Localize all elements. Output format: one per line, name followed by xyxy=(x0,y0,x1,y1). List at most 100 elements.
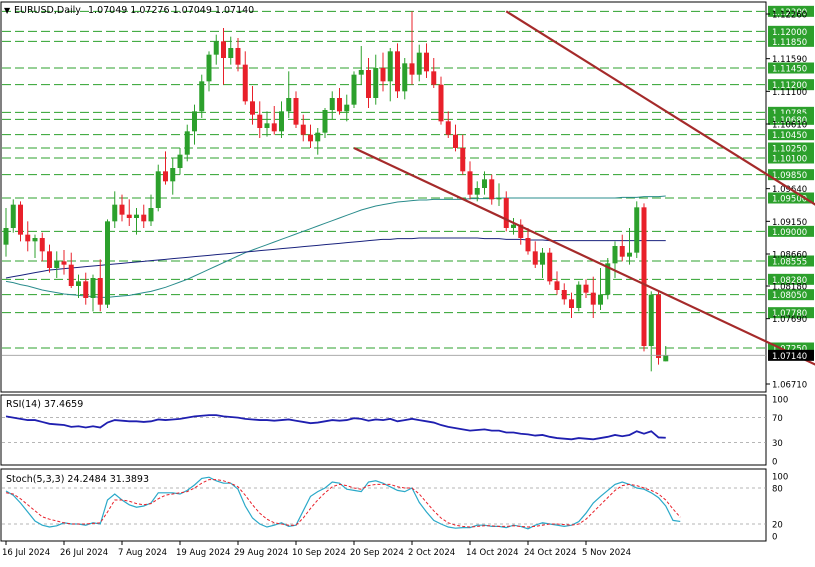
price-label: 1.11450 xyxy=(772,65,807,75)
candle-body xyxy=(569,299,574,308)
bullish-candle xyxy=(663,346,669,362)
bearish-candle xyxy=(489,174,495,205)
bullish-candle xyxy=(10,199,16,233)
candle-body xyxy=(590,292,596,305)
bullish-candle xyxy=(576,281,582,312)
rsi-tick-label: 70 xyxy=(772,414,783,424)
candle-body xyxy=(395,51,400,92)
rsi-panel-frame xyxy=(0,394,767,466)
candle-body xyxy=(438,84,444,122)
bullish-candle xyxy=(199,74,205,118)
bullish-candle xyxy=(358,46,364,85)
price-label-box xyxy=(768,129,814,141)
bearish-candle xyxy=(119,194,125,222)
date-label: 16 Jul 2024 xyxy=(2,548,50,558)
rsi-indicator: 100 70 30 0 xyxy=(2,396,788,468)
candle-body xyxy=(329,98,335,110)
candle-body xyxy=(155,171,161,208)
stoch-tick-label: 0 xyxy=(772,533,777,543)
price-tick-label: 1.06710 xyxy=(772,381,807,391)
bullish-candle xyxy=(105,219,110,308)
bearish-candle xyxy=(366,58,371,108)
bearish-candle xyxy=(518,219,524,245)
bullish-candle xyxy=(605,258,611,300)
candle-body xyxy=(76,281,81,286)
bearish-candle xyxy=(583,279,589,298)
moving-averages xyxy=(5,195,666,298)
price-label: 1.07250 xyxy=(772,345,807,355)
candle-body xyxy=(525,238,531,252)
candle-body xyxy=(97,278,103,305)
candle-body xyxy=(358,70,364,75)
candle-body xyxy=(141,214,147,222)
bearish-candle xyxy=(221,28,226,85)
candle-body xyxy=(112,204,118,222)
rsi-title: RSI(14) 37.4659 xyxy=(6,399,83,410)
price-label: 1.12300 xyxy=(772,8,807,18)
candle-body xyxy=(366,70,371,98)
bullish-candle xyxy=(155,164,161,212)
date-label: 2 Oct 2024 xyxy=(408,548,455,558)
candle-body xyxy=(126,214,132,218)
ma_navy-line xyxy=(5,237,666,279)
bullish-candle xyxy=(598,268,603,310)
price-label-box xyxy=(768,113,814,125)
candle-body xyxy=(663,355,669,362)
price-label: 1.11200 xyxy=(772,81,807,91)
bullish-candle xyxy=(213,34,219,65)
candle-body xyxy=(380,68,386,82)
bearish-candle xyxy=(525,228,531,255)
bearish-candle xyxy=(431,58,437,88)
bearish-candle xyxy=(380,52,386,92)
bearish-candle xyxy=(25,221,31,252)
candle-body xyxy=(482,179,487,188)
bullish-candle xyxy=(612,241,618,278)
price-label: 1.10680 xyxy=(772,116,807,126)
bearish-candle xyxy=(438,76,444,125)
bearish-candle xyxy=(445,111,451,138)
ohlc-readout: 1.07049 1.07276 1.07049 1.07140 xyxy=(88,5,254,16)
candle-body xyxy=(561,290,567,300)
price-label: 1.10100 xyxy=(772,155,807,165)
candle-body xyxy=(242,64,248,102)
bullish-candle xyxy=(373,54,379,105)
bearish-candle xyxy=(641,203,647,352)
bearish-candle xyxy=(141,204,147,228)
bearish-candle xyxy=(271,106,277,135)
price-label: 1.09000 xyxy=(772,228,807,238)
bullish-candle xyxy=(206,51,212,92)
price-tick-label: 1.12260 xyxy=(772,11,807,21)
bearish-candle xyxy=(503,191,509,232)
lower-trendline xyxy=(353,147,815,366)
candle-body xyxy=(90,278,96,298)
candle-body xyxy=(264,123,270,128)
price-label: 1.08050 xyxy=(772,291,807,301)
price-label: 1.10250 xyxy=(772,145,807,155)
bullish-candle xyxy=(264,111,270,137)
candle-body xyxy=(351,74,357,105)
price-label: 1.12000 xyxy=(772,28,807,38)
bullish-candle xyxy=(170,158,176,195)
bearish-candle xyxy=(460,134,466,175)
bearish-candle xyxy=(18,201,23,242)
date-axis: 16 Jul 2024 26 Jul 2024 7 Aug 2024 19 Aug 2… xyxy=(2,541,631,558)
bullish-candle xyxy=(134,208,139,235)
candle-body xyxy=(518,224,524,238)
price-tick-label: 1.07690 xyxy=(772,315,807,325)
candle-body xyxy=(54,261,60,268)
price-label-box xyxy=(768,152,814,164)
price-label-box xyxy=(768,142,814,154)
bullish-candle xyxy=(228,36,234,65)
rsi-tick-label: 0 xyxy=(772,458,777,468)
bearish-candle xyxy=(300,114,306,142)
bearish-candle xyxy=(250,86,255,125)
rsi-tick-label: 100 xyxy=(772,396,788,406)
candle-body xyxy=(177,154,183,168)
chart-symbol-arrow: ▼ xyxy=(4,6,11,15)
bullish-candle xyxy=(627,228,632,265)
candle-body xyxy=(445,121,451,135)
date-label: 29 Aug 2024 xyxy=(234,548,288,558)
bullish-candle xyxy=(496,183,502,206)
candle-body xyxy=(83,281,89,298)
